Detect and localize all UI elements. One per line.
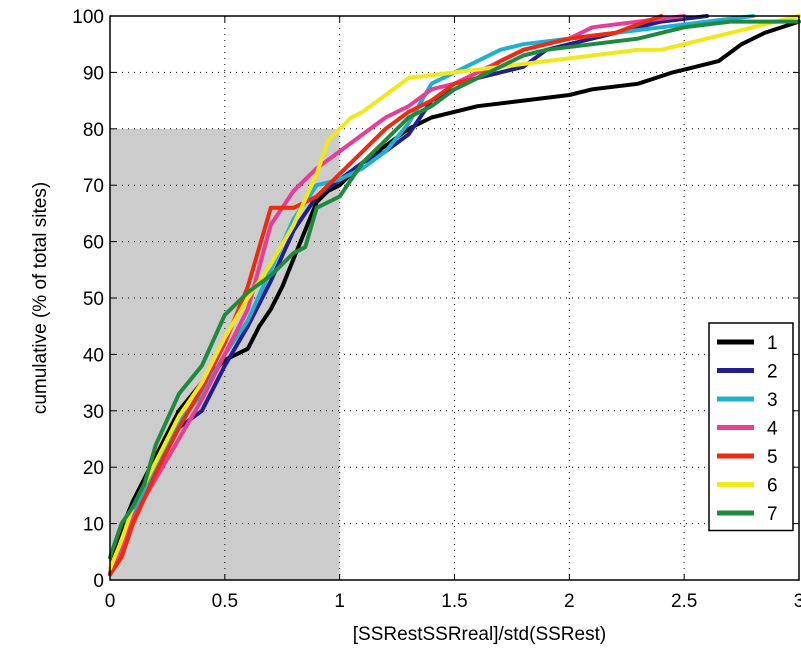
x-tick-label: 2.5 [671,591,697,612]
x-tick-label: 1.5 [441,591,467,612]
x-axis-label: [SSRestSSRreal]/std(SSRest) [353,624,606,645]
legend-label-5: 5 [767,447,778,468]
legend-label-4: 4 [767,419,778,440]
y-tick-label: 20 [83,458,104,479]
y-tick-label: 0 [93,571,104,592]
x-tick-label: 3 [794,591,801,612]
legend: 1 2 3 4 5 6 7 [708,322,794,532]
y-tick-label: 40 [83,345,104,366]
y-tick-label: 10 [83,515,104,536]
y-tick-label: 60 [83,233,104,254]
y-tick-label: 30 [83,402,104,423]
legend-label-7: 7 [767,504,778,525]
legend-label-3: 3 [767,390,778,411]
x-tick-label: 0.5 [212,591,238,612]
y-tick-label: 100 [72,7,104,28]
series-line-5 [108,14,664,577]
y-axis-label: cumulative (% of total sites) [30,182,51,414]
y-axis-ticks: 0 10 20 30 40 50 60 70 80 90 100 [72,7,799,592]
x-tick-label: 1 [334,591,345,612]
legend-label-6: 6 [767,476,778,497]
series-line-7 [108,19,801,560]
legend-label-2: 2 [767,362,778,383]
series-line-6 [108,14,801,571]
legend-label-1: 1 [767,333,778,354]
y-tick-label: 80 [83,120,104,141]
x-tick-label: 2 [564,591,575,612]
y-tick-label: 70 [83,176,104,197]
series-layer [108,14,801,577]
y-tick-label: 50 [83,289,104,310]
x-tick-label: 0 [105,591,116,612]
y-tick-label: 90 [83,63,104,84]
x-axis-ticks: 0 0.5 1 1.5 2 2.5 3 [105,16,801,612]
